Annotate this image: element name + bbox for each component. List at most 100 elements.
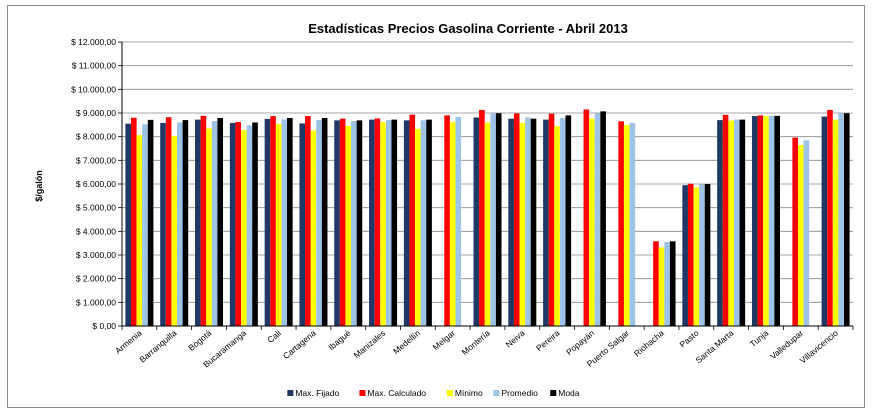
y-tick-label: $ 3.000,00 <box>76 250 116 260</box>
bar <box>554 126 560 327</box>
bar <box>131 117 137 326</box>
bar <box>165 117 172 326</box>
bar <box>351 121 357 327</box>
x-tick-label: Neiva <box>504 328 527 350</box>
bar <box>246 125 253 326</box>
bar <box>211 121 218 327</box>
bar <box>508 118 514 327</box>
bar <box>334 120 340 326</box>
x-tick-label: Pereira <box>534 328 562 353</box>
y-tick-label: $ 4.000,00 <box>76 226 116 236</box>
x-tick-label: Santa Marta <box>694 328 736 366</box>
bar <box>235 121 242 326</box>
y-axis-ticks: $ 0,00 $ 1.000,00 $ 2.000,00 $ 3.000,00 $ 4.… <box>71 37 122 331</box>
bar <box>653 241 659 326</box>
bar <box>827 109 833 326</box>
x-tick-label: Villavicencio <box>798 328 840 366</box>
bar <box>495 113 502 326</box>
x-tick-label: Popayán <box>564 328 596 357</box>
legend-swatch <box>359 390 366 396</box>
bar <box>797 144 804 326</box>
bar <box>519 122 526 326</box>
bar <box>832 119 839 326</box>
bar <box>369 119 375 326</box>
bars <box>125 109 850 327</box>
bar <box>385 120 392 326</box>
chart-frame: Estadísticas Precios Gasolina Corriente … <box>7 5 865 408</box>
bar <box>229 122 236 326</box>
bar <box>704 184 711 326</box>
bar <box>618 121 624 327</box>
bar <box>125 123 132 327</box>
y-tick-label: $ 10.000,00 <box>71 84 116 94</box>
x-tick-label: Montería <box>460 328 492 357</box>
bar <box>693 187 700 326</box>
legend-swatch <box>550 390 557 396</box>
x-tick-label: Melgar <box>431 328 457 352</box>
bar <box>768 115 775 326</box>
bar <box>403 120 410 326</box>
legend-label: Max. Fijado <box>295 388 339 398</box>
bar <box>722 114 729 326</box>
bar <box>426 119 432 326</box>
bar <box>792 137 798 326</box>
bar <box>299 123 306 326</box>
bar <box>774 115 780 326</box>
legend-label: Mínimo <box>455 388 483 398</box>
x-tick-label: Armenia <box>113 328 144 356</box>
bar <box>316 120 322 326</box>
x-tick-label: Ibagué <box>326 328 353 353</box>
bar <box>548 113 555 327</box>
bar <box>757 115 764 326</box>
y-tick-label: $ 12.000,00 <box>71 37 116 47</box>
bar <box>669 241 676 326</box>
y-axis-label: $/galón <box>34 170 44 202</box>
legend-label: Promedio <box>501 388 538 398</box>
x-tick-label: Bogotá <box>186 328 213 353</box>
bar <box>217 117 224 326</box>
x-tick-label: Cali <box>265 328 283 345</box>
bar <box>479 109 485 326</box>
bar <box>658 247 665 326</box>
bar <box>142 124 148 326</box>
bar <box>751 116 758 327</box>
bar <box>391 119 398 326</box>
y-tick-label: $ 11.000,00 <box>72 61 117 71</box>
y-tick-label: $ 0,00 <box>92 321 116 331</box>
bar <box>717 120 723 326</box>
bar <box>420 120 427 326</box>
bar <box>449 122 456 326</box>
y-tick-label: $ 1.000,00 <box>76 297 116 307</box>
y-tick-label: $ 6.000,00 <box>76 179 116 189</box>
x-tick-label: Medellín <box>391 328 422 356</box>
bar <box>345 126 352 327</box>
bar <box>484 122 491 326</box>
chart-title: Estadísticas Precios Gasolina Corriente … <box>308 21 628 36</box>
bar <box>838 113 844 327</box>
bar <box>594 113 601 327</box>
legend-label: Max. Calculado <box>367 388 426 398</box>
bar <box>623 125 630 326</box>
bar <box>600 111 606 327</box>
bar <box>843 113 850 326</box>
bar-chart: Estadísticas Precios Gasolina Corriente … <box>34 21 854 398</box>
legend-swatch <box>446 390 453 396</box>
bar <box>530 118 537 327</box>
bar <box>583 109 590 326</box>
y-tick-label: $ 7.000,00 <box>76 155 116 165</box>
bar <box>200 115 207 326</box>
bar <box>490 113 496 327</box>
bar <box>195 119 201 326</box>
bar <box>682 185 688 326</box>
bar <box>565 115 572 326</box>
bar <box>763 116 769 327</box>
bar <box>728 120 734 326</box>
legend-label: Moda <box>558 388 580 398</box>
bar <box>264 118 271 327</box>
bar <box>559 118 566 326</box>
bar <box>206 128 212 326</box>
bar <box>136 135 143 326</box>
legend-swatch <box>493 390 500 396</box>
x-tick-label: Manizales <box>352 328 388 360</box>
